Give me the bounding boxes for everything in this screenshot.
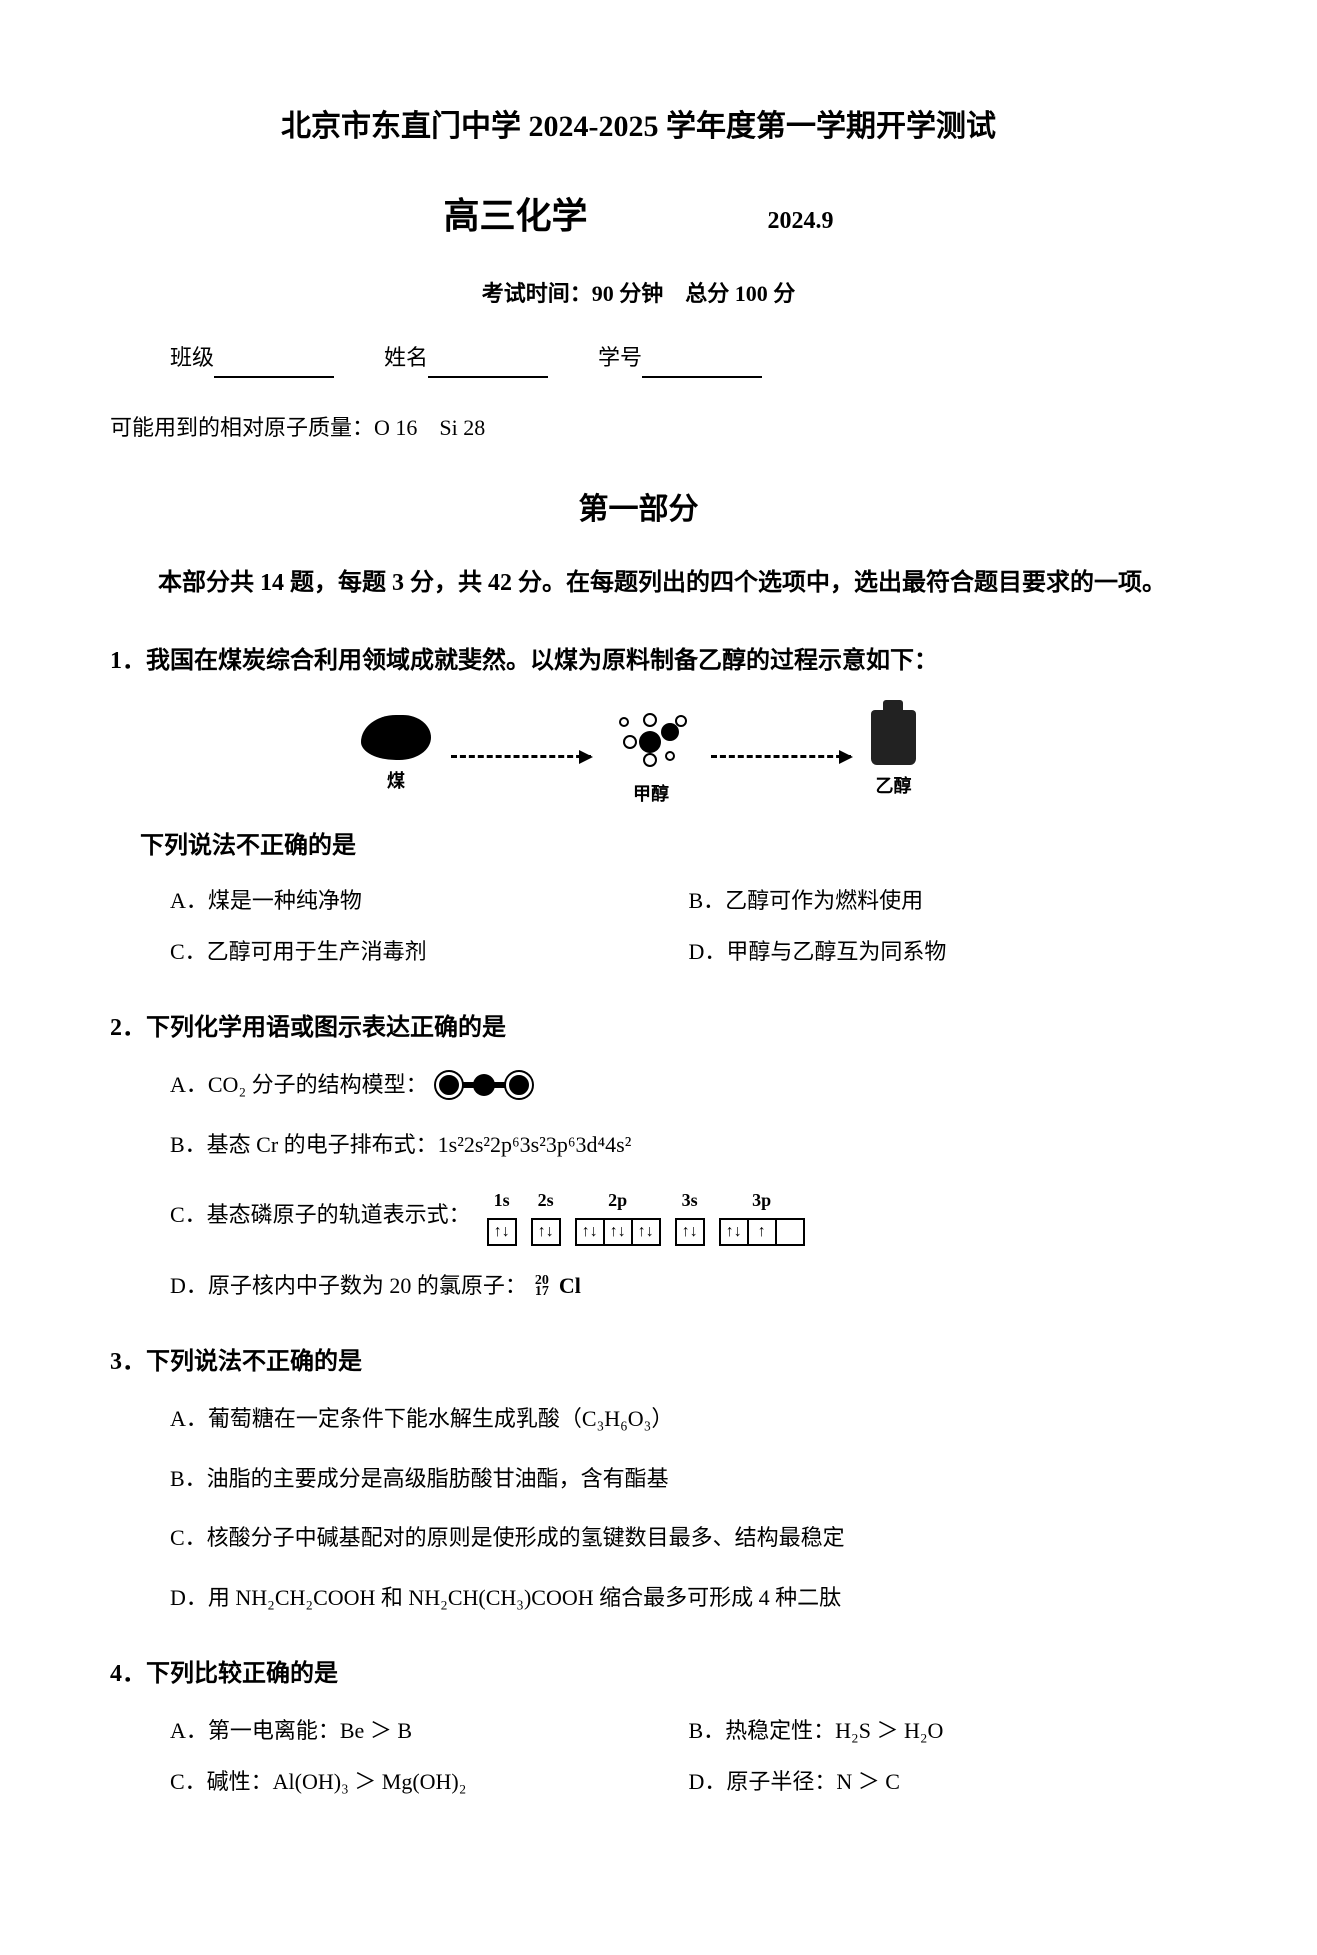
q4-opt-b: B．热稳定性：H₂S ＞ H₂O <box>689 1711 1168 1751</box>
q3-opt-d: D．用 NH₂CH₂COOH 和 NH₂CH(CH₃)COOH 缩合最多可形成 … <box>170 1578 1167 1618</box>
fields-row: 班级 姓名 学号 <box>170 338 1167 378</box>
subject: 高三化学 <box>443 184 587 249</box>
orb-2p-box2: ↑↓ <box>603 1218 633 1246</box>
q2-opt-a-text: A．CO₂ 分子的结构模型： <box>170 1065 428 1105</box>
exam-title: 北京市东直门中学 2024-2025 学年度第一学期开学测试 <box>110 100 1167 154</box>
methanol-icon <box>611 703 691 773</box>
q1-opt-b: B．乙醇可作为燃料使用 <box>689 881 1168 921</box>
coal-item: 煤 <box>361 715 431 797</box>
methanol-item: 甲醇 <box>611 703 691 810</box>
co2-model-icon <box>436 1072 532 1098</box>
orb-3p-box1: ↑↓ <box>719 1218 749 1246</box>
orb-3p-box2: ↑ <box>747 1218 777 1246</box>
field-name-line[interactable] <box>428 356 548 378</box>
question-4: 4．下列比较正确的是 A．第一电离能：Be ＞ B B．热稳定性：H₂S ＞ H… <box>110 1653 1167 1802</box>
field-class: 班级 <box>170 338 334 378</box>
question-3: 3．下列说法不正确的是 A．葡萄糖在一定条件下能水解生成乳酸（C₃H₆O₃） B… <box>110 1341 1167 1618</box>
orb-2p-box3: ↑↓ <box>631 1218 661 1246</box>
q4-options: A．第一电离能：Be ＞ B B．热稳定性：H₂S ＞ H₂O C．碱性：Al(… <box>170 1711 1167 1802</box>
orb-1s-box: ↑↓ <box>487 1218 517 1246</box>
section-title: 第一部分 <box>110 483 1167 537</box>
orb-2s-label: 2s <box>538 1184 554 1216</box>
q2-opt-d: D．原子核内中子数为 20 的氯原子： 20 17 Cl <box>170 1266 1167 1306</box>
orb-3p-box3 <box>775 1218 805 1246</box>
isotope-symbol: Cl <box>559 1266 581 1306</box>
q1-substem: 下列说法不正确的是 <box>140 825 1167 868</box>
exam-date: 2024.9 <box>768 200 834 243</box>
arrow-1 <box>451 755 591 758</box>
q2-stem: 2．下列化学用语或图示表达正确的是 <box>110 1007 1167 1050</box>
isotope-notation: 20 17 <box>535 1275 549 1297</box>
q2-opt-b: B．基态 Cr 的电子排布式：1s²2s²2p⁶3s²3p⁶3d⁴4s² <box>170 1125 1167 1165</box>
field-id-label: 学号 <box>598 338 642 378</box>
orb-3s-label: 3s <box>682 1184 698 1216</box>
exam-meta: 考试时间：90 分钟 总分 100 分 <box>110 274 1167 314</box>
isotope-num: 17 <box>535 1286 549 1297</box>
q2-opt-d-text: D．原子核内中子数为 20 的氯原子： <box>170 1266 527 1306</box>
field-name-label: 姓名 <box>384 338 428 378</box>
field-class-label: 班级 <box>170 338 214 378</box>
q1-opt-a: A．煤是一种纯净物 <box>170 881 649 921</box>
subtitle-row: 高三化学 2024.9 <box>110 184 1167 249</box>
orb-2p-box1: ↑↓ <box>575 1218 605 1246</box>
q4-opt-c: C．碱性：Al(OH)₃ ＞ Mg(OH)₂ <box>170 1762 649 1802</box>
q1-diagram: 煤 甲醇 乙醇 <box>110 703 1167 810</box>
orb-2s-box: ↑↓ <box>531 1218 561 1246</box>
ethanol-item: 乙醇 <box>871 710 916 802</box>
q3-opt-b: B．油脂的主要成分是高级脂肪酸甘油酯，含有酯基 <box>170 1459 1167 1499</box>
methanol-label: 甲醇 <box>633 778 669 810</box>
q1-opt-d: D．甲醇与乙醇互为同系物 <box>689 932 1168 972</box>
question-2: 2．下列化学用语或图示表达正确的是 A．CO₂ 分子的结构模型： B．基态 Cr… <box>110 1007 1167 1306</box>
field-class-line[interactable] <box>214 356 334 378</box>
q3-options: A．葡萄糖在一定条件下能水解生成乳酸（C₃H₆O₃） B．油脂的主要成分是高级脂… <box>170 1399 1167 1617</box>
q4-stem: 4．下列比较正确的是 <box>110 1653 1167 1696</box>
q3-opt-c: C．核酸分子中碱基配对的原则是使形成的氢键数目最多、结构最稳定 <box>170 1518 1167 1558</box>
q4-opt-a: A．第一电离能：Be ＞ B <box>170 1711 649 1751</box>
orbital-diagram: 1s ↑↓ 2s ↑↓ 2p ↑↓ ↑↓ ↑↓ 3s ↑ <box>487 1184 805 1246</box>
orb-2p-label: 2p <box>608 1184 627 1216</box>
arrow-2 <box>711 755 851 758</box>
field-name: 姓名 <box>384 338 548 378</box>
q2-opt-a: A．CO₂ 分子的结构模型： <box>170 1065 1167 1105</box>
field-id: 学号 <box>598 338 762 378</box>
q1-stem: 1．我国在煤炭综合利用领域成就斐然。以煤为原料制备乙醇的过程示意如下： <box>110 640 1167 683</box>
q3-opt-a: A．葡萄糖在一定条件下能水解生成乳酸（C₃H₆O₃） <box>170 1399 1167 1439</box>
field-id-line[interactable] <box>642 356 762 378</box>
q2-options: A．CO₂ 分子的结构模型： B．基态 Cr 的电子排布式：1s²2s²2p⁶3… <box>170 1065 1167 1306</box>
bottle-icon <box>871 710 916 765</box>
section-desc: 本部分共 14 题，每题 3 分，共 42 分。在每题列出的四个选项中，选出最符… <box>110 562 1167 605</box>
q3-stem: 3．下列说法不正确的是 <box>110 1341 1167 1384</box>
orb-3p-label: 3p <box>752 1184 771 1216</box>
coal-icon <box>361 715 431 760</box>
q2-opt-c: C．基态磷原子的轨道表示式： 1s ↑↓ 2s ↑↓ 2p ↑↓ ↑↓ ↑↓ <box>170 1184 1167 1246</box>
orb-3s-box: ↑↓ <box>675 1218 705 1246</box>
q1-opt-c: C．乙醇可用于生产消毒剂 <box>170 932 649 972</box>
q1-options: A．煤是一种纯净物 B．乙醇可作为燃料使用 C．乙醇可用于生产消毒剂 D．甲醇与… <box>170 881 1167 972</box>
q2-opt-c-text: C．基态磷原子的轨道表示式： <box>170 1195 471 1235</box>
ethanol-label: 乙醇 <box>876 770 912 802</box>
question-1: 1．我国在煤炭综合利用领域成就斐然。以煤为原料制备乙醇的过程示意如下： 煤 甲醇… <box>110 640 1167 972</box>
orb-1s-label: 1s <box>494 1184 510 1216</box>
q4-opt-d: D．原子半径：N ＞ C <box>689 1762 1168 1802</box>
atomic-masses: 可能用到的相对原子质量：O 16 Si 28 <box>110 408 1167 448</box>
coal-label: 煤 <box>387 765 405 797</box>
